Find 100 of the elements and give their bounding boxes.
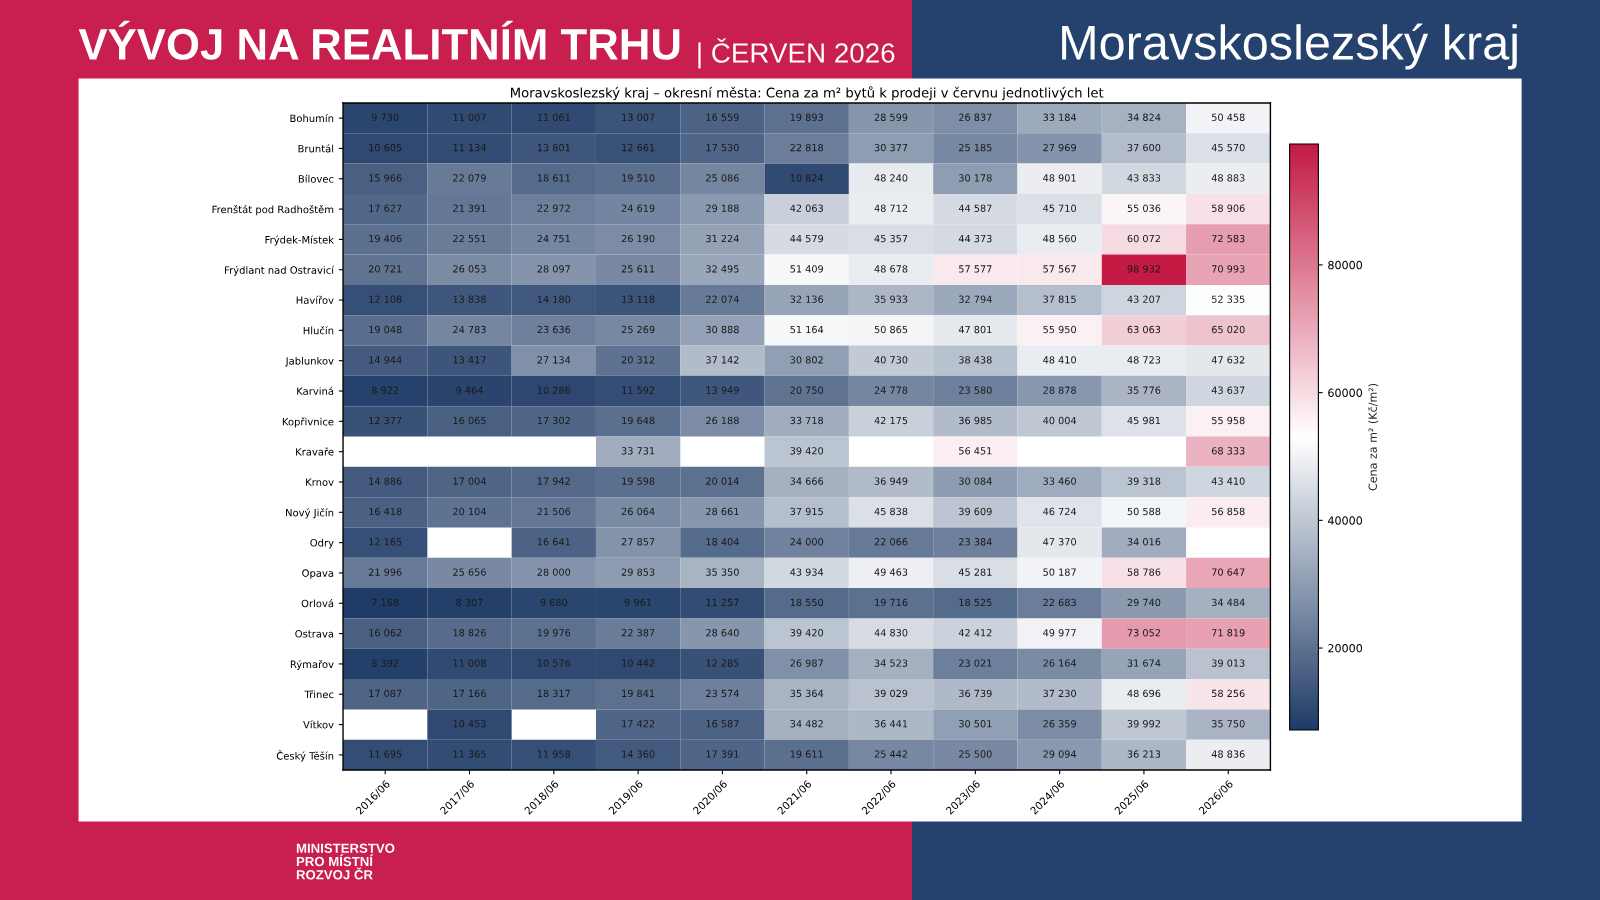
data-label: 19 893 (790, 113, 823, 121)
data-label: 58 256 (1211, 689, 1245, 698)
data-label: 23 384 (959, 538, 992, 546)
data-label: 40 730 (874, 356, 908, 364)
data-label: 40 004 (1043, 416, 1077, 425)
data-label: 9 730 (371, 113, 399, 121)
data-label: 48 560 (1043, 234, 1076, 243)
data-label: 29 188 (706, 204, 739, 212)
data-label: 26 188 (706, 416, 739, 425)
data-label: 30 084 (959, 477, 992, 485)
data-label: 31 224 (706, 234, 739, 243)
data-label: 24 000 (790, 538, 824, 546)
data-label: 55 036 (1127, 204, 1161, 212)
data-label: 26 837 (959, 113, 992, 121)
data-label: 17 391 (706, 750, 739, 758)
data-label: 56 451 (959, 447, 992, 455)
data-label: 11 592 (622, 386, 655, 394)
data-label: 22 683 (1043, 598, 1076, 607)
data-label: 19 611 (790, 750, 823, 758)
data-label: 20 014 (706, 477, 739, 485)
data-label: 11 007 (453, 113, 486, 121)
y-tick-label: Kravaře (296, 447, 334, 456)
data-label: 70 993 (1212, 265, 1245, 273)
data-label: 35 750 (1211, 720, 1245, 728)
data-label: 16 418 (369, 507, 402, 516)
data-label: 26 359 (1043, 720, 1076, 728)
data-label: 26 064 (621, 507, 655, 516)
data-label: 39 420 (790, 447, 824, 455)
y-tick-label: Ostrava (295, 629, 334, 638)
data-label: 25 185 (959, 143, 992, 152)
data-label: 34 824 (1127, 113, 1161, 121)
data-label: 37 815 (1043, 295, 1076, 303)
data-label: 18 550 (790, 598, 824, 607)
data-label: 22 079 (453, 174, 486, 182)
data-label: 17 530 (706, 143, 739, 152)
data-label: 11 257 (706, 598, 739, 607)
data-label: 22 066 (874, 538, 908, 546)
chart-title: Moravskoslezský kraj – okresní města: Cena za m² bytů k prodeji v červnu jednotlivých let (511, 86, 1104, 101)
data-label: 16 065 (453, 416, 486, 425)
y-tick-label: Vítkov (303, 720, 334, 729)
data-label: 28 000 (537, 568, 571, 576)
data-label: 98 932 (1127, 265, 1160, 273)
data-label: 29 853 (621, 568, 655, 576)
data-label: 50 458 (1211, 113, 1245, 121)
data-label: 55 950 (1043, 325, 1076, 334)
data-label: 43 410 (1211, 477, 1245, 485)
data-label: 8 392 (371, 659, 399, 667)
data-label: 22 074 (706, 295, 739, 303)
data-label: 38 438 (959, 356, 992, 364)
data-label: 43 207 (1127, 295, 1161, 303)
data-label: 16 559 (706, 113, 739, 121)
data-label: 18 404 (706, 538, 739, 546)
data-label: 22 551 (453, 234, 486, 243)
data-label: 65 020 (1211, 325, 1245, 334)
data-label: 33 184 (1043, 113, 1077, 121)
y-tick-label: Český Těšín (276, 750, 334, 762)
data-label: 12 165 (369, 538, 402, 546)
data-label: 33 460 (1043, 477, 1076, 485)
data-label: 13 417 (453, 356, 486, 364)
data-label: 19 841 (622, 689, 655, 698)
y-tick-label: Jablunkov (285, 356, 334, 367)
data-label: 26 164 (1043, 659, 1077, 667)
data-label: 14 886 (369, 477, 402, 485)
data-label: 18 826 (453, 629, 486, 637)
y-tick-label: Orlová (301, 599, 334, 608)
data-label: 25 656 (453, 568, 486, 576)
data-label: 8 307 (456, 598, 483, 607)
data-label: 68 333 (1211, 447, 1245, 455)
data-label: 52 335 (1211, 295, 1245, 303)
data-label: 11 365 (453, 750, 486, 758)
data-label: 10 286 (537, 386, 571, 394)
data-label: 49 977 (1043, 629, 1076, 637)
data-label: 7 168 (372, 598, 399, 607)
data-label: 34 016 (1127, 538, 1161, 546)
data-label: 47 632 (1211, 356, 1245, 364)
data-label: 21 391 (453, 204, 486, 212)
data-label: 23 021 (959, 659, 992, 667)
data-label: 21 506 (537, 507, 571, 516)
data-label: 37 230 (1043, 689, 1076, 698)
data-label: 23 580 (959, 386, 992, 394)
text: Moravskoslezský kraj (1062, 23, 1517, 70)
y-tick-label: Frenštát pod Radhoštěm (212, 205, 334, 216)
data-label: 39 029 (874, 689, 908, 698)
data-label: 11 695 (369, 750, 402, 758)
data-label: 9 961 (624, 598, 652, 607)
data-label: 17 422 (622, 720, 655, 728)
color-bar-label: 20000 (1328, 644, 1363, 653)
data-label: 55 958 (1211, 416, 1245, 425)
data-label: 17 302 (537, 416, 570, 425)
y-tick-label: Havířov (296, 295, 334, 304)
data-label: 18 611 (537, 174, 570, 182)
data-label: 45 838 (874, 507, 908, 516)
y-tick-label: Bruntál (298, 144, 334, 153)
data-label: 13 801 (537, 143, 570, 152)
data-label: 37 142 (706, 356, 739, 364)
data-label: 23 636 (537, 325, 571, 334)
data-label: 14 360 (622, 750, 655, 758)
data-label: 34 666 (790, 477, 824, 485)
data-label: 11 958 (537, 750, 571, 758)
data-label: 27 857 (621, 538, 655, 546)
